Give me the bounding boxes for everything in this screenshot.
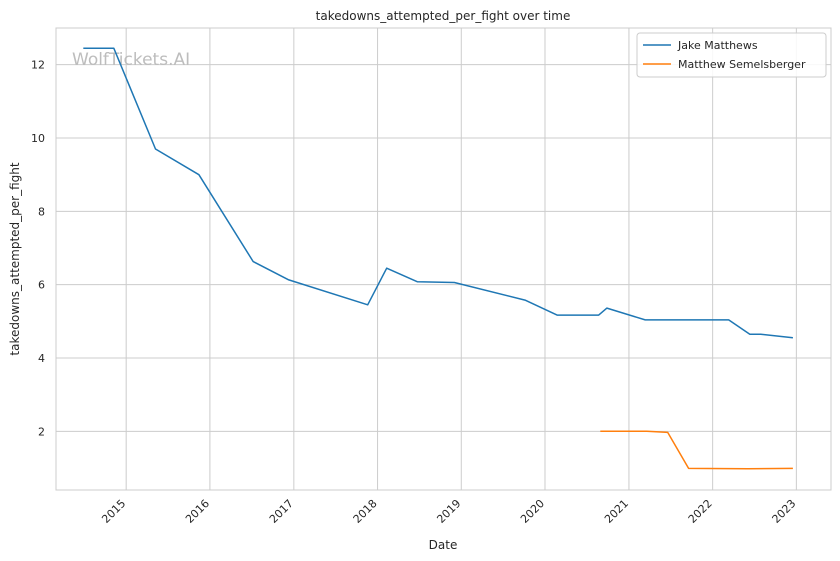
x-tick-label: 2017 <box>267 497 296 526</box>
y-tick-label: 4 <box>38 352 45 365</box>
y-tick-label: 10 <box>31 132 45 145</box>
y-axis-label: takedowns_attempted_per_fight <box>8 162 22 355</box>
legend-label-matthew-semelsberger: Matthew Semelsberger <box>678 58 806 71</box>
y-tick-label: 8 <box>38 205 45 218</box>
plot-frame <box>55 27 832 491</box>
x-tick-label: 2021 <box>602 497 631 526</box>
series-group <box>83 47 793 470</box>
y-tick-labels: 2 4 6 8 10 12 <box>31 59 45 439</box>
x-tick-label: 2018 <box>351 497 380 526</box>
y-tick-label: 12 <box>31 59 45 72</box>
chart-title: takedowns_attempted_per_fight over time <box>316 9 571 23</box>
x-tick-label: 2016 <box>183 497 212 526</box>
x-tick-label: 2023 <box>769 497 798 526</box>
legend: Jake Matthews Matthew Semelsberger <box>636 32 827 78</box>
series-line-jake-matthews <box>83 47 793 339</box>
legend-box <box>636 32 827 78</box>
y-tick-label: 2 <box>38 425 45 438</box>
x-tick-label: 2020 <box>518 497 547 526</box>
plot-area <box>56 28 831 490</box>
x-tick-label: 2019 <box>434 497 463 526</box>
y-tick-label: 6 <box>38 279 45 292</box>
x-tick-label: 2015 <box>99 497 128 526</box>
x-tick-labels: 2015 2016 2017 2018 2019 2020 2021 2022 2023 <box>99 497 798 526</box>
grid <box>56 28 831 490</box>
series-line-matthew-semelsberger <box>600 430 793 470</box>
watermark: WolfTickets.AI <box>72 50 190 70</box>
x-axis-label: Date <box>429 538 458 552</box>
x-tick-label: 2022 <box>686 497 715 526</box>
legend-label-jake-matthews: Jake Matthews <box>677 39 758 52</box>
